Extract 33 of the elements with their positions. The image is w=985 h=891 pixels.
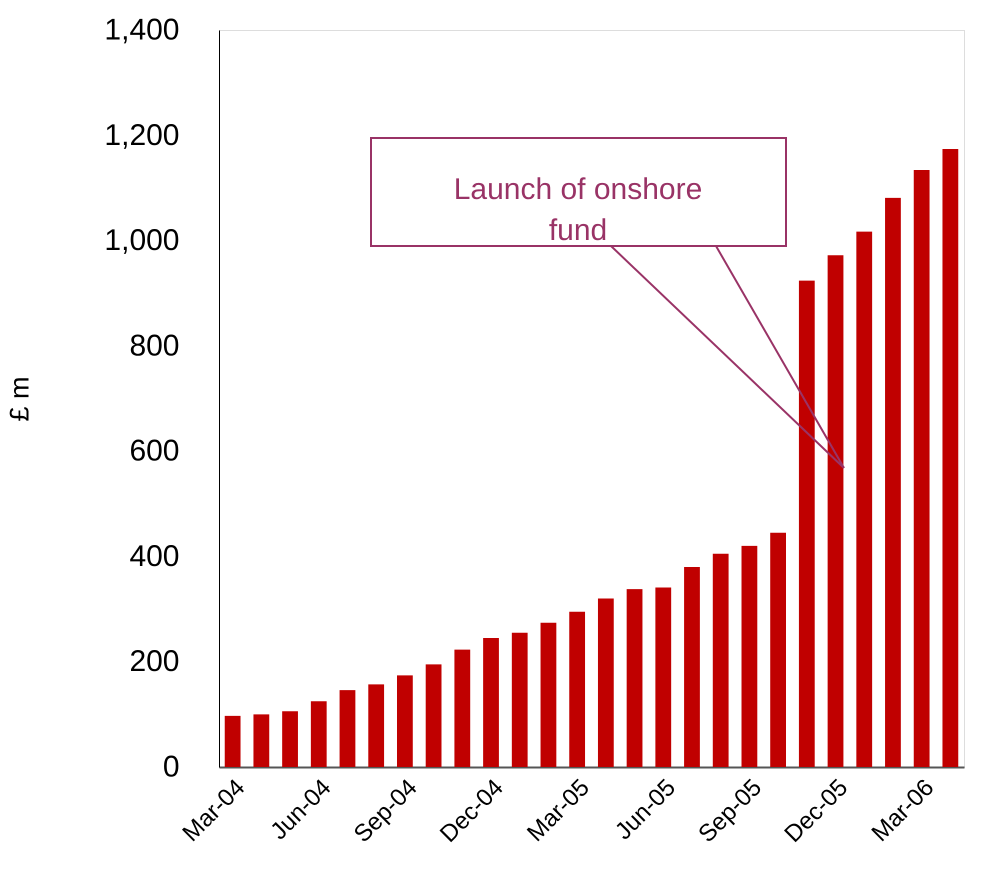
bar bbox=[396, 675, 413, 767]
bar bbox=[310, 701, 327, 767]
bar bbox=[684, 566, 700, 767]
bar bbox=[942, 148, 958, 767]
y-tick-label: 800 bbox=[129, 329, 180, 362]
bar bbox=[885, 198, 901, 767]
bar bbox=[569, 612, 586, 767]
bar bbox=[512, 632, 528, 767]
y-tick-label: 600 bbox=[129, 434, 180, 468]
bar bbox=[856, 232, 872, 767]
bar bbox=[770, 532, 786, 767]
bar bbox=[253, 714, 270, 767]
bar bbox=[712, 554, 729, 767]
bar bbox=[483, 638, 499, 767]
bar bbox=[742, 546, 758, 767]
y-tick-label: 1,400 bbox=[104, 14, 180, 46]
y-axis-title: £ m bbox=[4, 376, 34, 422]
bar bbox=[598, 598, 614, 767]
y-tick-label: 0 bbox=[162, 750, 180, 784]
bar bbox=[626, 589, 642, 767]
bar bbox=[368, 684, 384, 767]
y-tick-label: 200 bbox=[129, 645, 180, 678]
y-tick-label: 1,000 bbox=[104, 224, 180, 258]
bar bbox=[914, 170, 930, 767]
bar bbox=[426, 664, 442, 767]
bar bbox=[340, 690, 356, 767]
bar bbox=[454, 650, 470, 767]
y-tick-label: 1,200 bbox=[104, 118, 180, 152]
bar bbox=[540, 622, 556, 767]
bar bbox=[224, 716, 241, 767]
bar bbox=[655, 587, 672, 767]
y-tick-label: 400 bbox=[129, 540, 180, 573]
bar bbox=[282, 711, 298, 767]
